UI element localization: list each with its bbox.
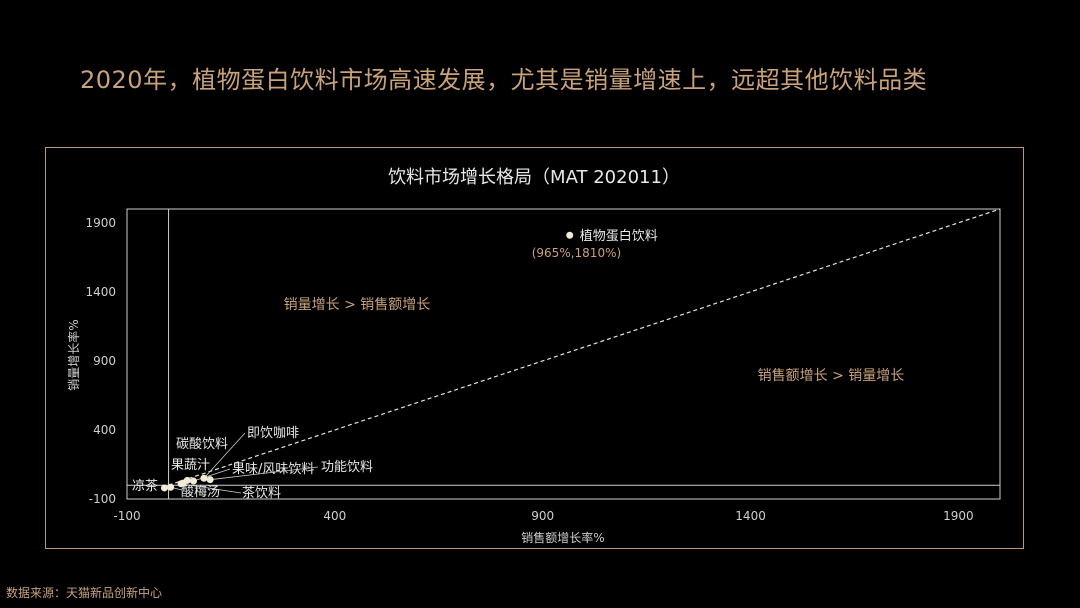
point-label: 植物蛋白饮料	[580, 228, 658, 244]
point-label: 酸梅汤	[181, 485, 220, 500]
y-tick-label: -100	[89, 492, 116, 506]
x-tick-label: 900	[531, 509, 554, 523]
x-axis-label: 销售额增长率%	[521, 530, 604, 545]
leader-line	[203, 432, 246, 479]
point-label: 即饮咖啡	[247, 426, 299, 441]
x-tick-label: 400	[323, 509, 346, 523]
page-headline: 2020年，植物蛋白饮料市场高速发展，尤其是销量增速上，远超其他饮料品类	[80, 66, 928, 94]
chart-title: 饮料市场增长格局（MAT 202011）	[388, 167, 680, 188]
y-axis-label: 销量增长率%	[66, 319, 81, 390]
data-point	[160, 484, 168, 492]
data-source-note: 数据来源：天猫新品创新中心	[6, 586, 163, 600]
data-point	[200, 474, 208, 482]
y-tick-label: 1900	[85, 216, 116, 230]
y-tick-label: 900	[93, 354, 116, 368]
x-tick-label: -100	[113, 509, 140, 523]
point-value-label: (965%,1810%)	[532, 246, 621, 260]
data-point	[167, 483, 175, 491]
data-point	[183, 476, 191, 484]
plot-border	[126, 208, 1001, 500]
reference-diagonal-line	[168, 208, 1001, 486]
data-point	[190, 477, 198, 485]
data-point	[206, 476, 214, 484]
point-label: 功能饮料	[321, 460, 373, 475]
point-label: 茶饮料	[242, 485, 281, 501]
point-label: 果蔬汁	[171, 458, 210, 473]
point-label: 果味/风味饮料	[232, 462, 314, 477]
leader-line	[193, 468, 231, 482]
y-tick-label: 1400	[85, 285, 116, 299]
x-tick-label: 1900	[943, 509, 974, 523]
leader-line	[210, 466, 319, 481]
data-point	[566, 231, 574, 239]
leader-line	[180, 483, 242, 494]
point-label: 凉茶	[132, 478, 158, 494]
point-label: 碳酸饮料	[176, 437, 228, 452]
y-tick-label: 400	[93, 423, 116, 437]
region-label: 销售额增长 > 销量增长	[758, 368, 905, 384]
x-tick-label: 1400	[735, 509, 766, 523]
region-label: 销量增长 > 销售额增长	[284, 297, 431, 313]
chart-frame	[45, 147, 1024, 549]
